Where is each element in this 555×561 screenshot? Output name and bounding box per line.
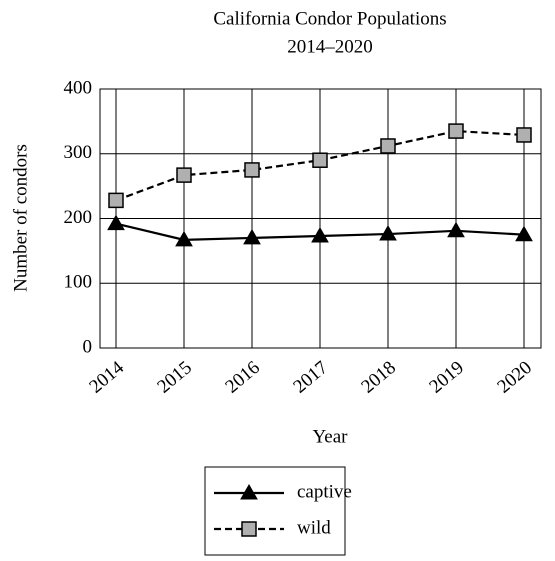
data-point — [447, 221, 465, 238]
x-tick-label: 2015 — [153, 357, 196, 398]
x-axis-label: Year — [312, 426, 348, 447]
legend-marker — [240, 483, 258, 500]
chart-title: California Condor Populations — [213, 8, 446, 29]
data-point — [379, 225, 397, 241]
legend-box — [204, 466, 346, 556]
data-point — [108, 192, 124, 209]
data-point — [175, 230, 193, 247]
legend-label: wild — [297, 517, 331, 538]
plot-frame — [99, 88, 542, 349]
x-tick-label: 2019 — [425, 357, 468, 398]
x-tick-label: 2020 — [493, 357, 536, 398]
x-tick-label: 2017 — [289, 357, 332, 398]
data-point — [448, 123, 464, 139]
x-tick-label: 2014 — [85, 357, 128, 398]
data-point — [176, 167, 192, 183]
y-axis-label: Number of condors — [10, 144, 31, 292]
data-point — [311, 226, 329, 243]
x-tick-label: 2016 — [221, 357, 264, 398]
legend-label: captive — [297, 481, 352, 502]
data-point — [516, 127, 532, 143]
chart-subtitle: 2014–2020 — [287, 36, 373, 57]
legend-marker — [241, 521, 257, 537]
data-point — [380, 138, 396, 154]
y-tick-label: 200 — [64, 207, 93, 228]
data-point — [107, 214, 125, 231]
y-tick-label: 100 — [64, 272, 93, 293]
x-tick-label: 2018 — [357, 357, 400, 398]
y-tick-label: 0 — [83, 336, 93, 357]
data-point — [244, 162, 260, 178]
y-tick-label: 300 — [64, 142, 93, 163]
data-point — [243, 228, 261, 245]
y-tick-label: 400 — [64, 77, 93, 98]
data-point — [515, 225, 533, 242]
data-point — [312, 152, 328, 168]
